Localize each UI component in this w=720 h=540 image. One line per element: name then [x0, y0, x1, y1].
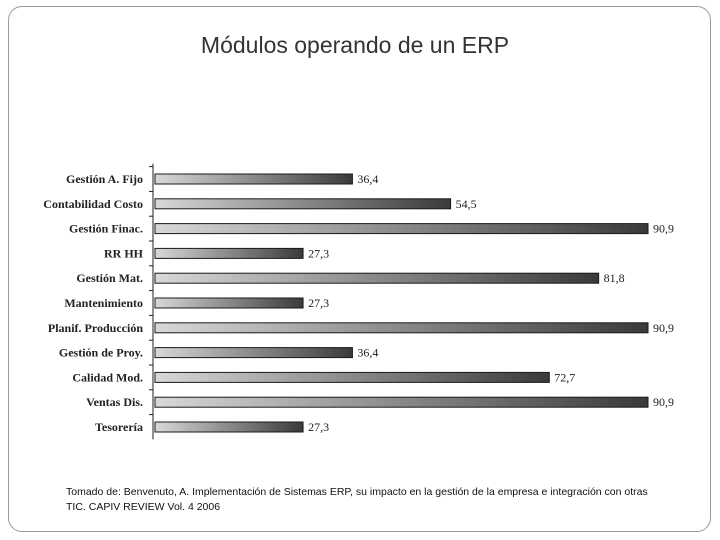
- category-label: Gestión de Proy.: [59, 346, 143, 360]
- bar: [154, 371, 550, 383]
- category-label: Gestión Finac.: [69, 222, 143, 236]
- category-label: Contabilidad Costo: [43, 197, 143, 211]
- data-label: 90,9: [653, 395, 674, 409]
- data-label: 36,4: [357, 346, 378, 360]
- category-label: Planif. Producción: [48, 321, 143, 335]
- slide-frame: [8, 6, 711, 532]
- slide-title: Módulos operando de un ERP: [200, 32, 510, 58]
- bar: [154, 223, 649, 235]
- category-label: Calidad Mod.: [72, 370, 143, 384]
- bar: [154, 198, 452, 210]
- data-label: 90,9: [653, 222, 674, 236]
- bar: [154, 247, 304, 259]
- data-label: 90,9: [653, 321, 674, 335]
- data-label: 54,5: [456, 197, 477, 211]
- category-label: Gestión Mat.: [76, 271, 143, 285]
- bar: [154, 396, 649, 408]
- category-label: Mantenimiento: [64, 296, 143, 310]
- bar: [154, 272, 600, 284]
- data-label: 36,4: [357, 172, 378, 186]
- data-label: 27,3: [308, 420, 329, 434]
- category-label: Gestión A. Fijo: [66, 172, 143, 186]
- source-citation: Tomado de: Benvenuto, A. Implementación …: [66, 486, 648, 513]
- bar: [154, 173, 353, 185]
- data-label: 27,3: [308, 246, 329, 260]
- data-label: 72,7: [554, 370, 575, 384]
- bar: [154, 347, 353, 359]
- category-label: Tesorería: [95, 420, 143, 434]
- category-label: RR HH: [104, 246, 144, 260]
- bar: [154, 297, 304, 309]
- category-label: Ventas Dis.: [86, 395, 143, 409]
- bar: [154, 322, 649, 334]
- data-label: 27,3: [308, 296, 329, 310]
- data-label: 81,8: [604, 271, 625, 285]
- bar: [154, 421, 304, 433]
